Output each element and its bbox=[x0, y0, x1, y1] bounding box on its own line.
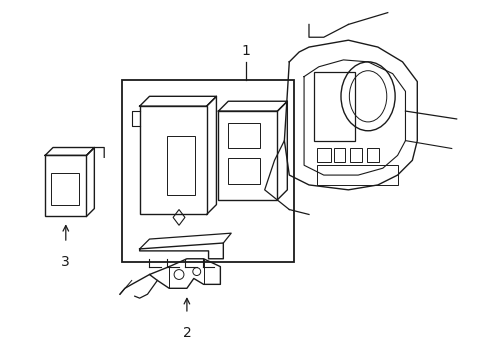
Bar bbox=[51, 173, 79, 204]
Text: 2: 2 bbox=[182, 326, 191, 340]
Bar bbox=[316, 165, 397, 185]
Bar bbox=[140, 106, 206, 215]
Bar bbox=[333, 148, 345, 162]
Text: 3: 3 bbox=[61, 255, 70, 269]
Bar bbox=[316, 148, 330, 162]
Bar bbox=[228, 158, 259, 184]
Bar bbox=[45, 156, 86, 216]
Bar bbox=[167, 136, 194, 195]
Text: 1: 1 bbox=[241, 44, 250, 58]
Bar bbox=[228, 123, 259, 148]
Bar bbox=[218, 111, 277, 200]
Bar bbox=[313, 72, 355, 141]
Bar bbox=[366, 148, 378, 162]
Bar bbox=[122, 80, 294, 262]
Bar bbox=[349, 148, 362, 162]
